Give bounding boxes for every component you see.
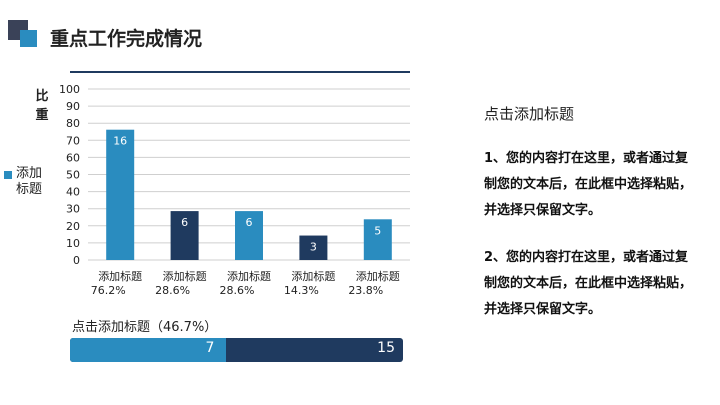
progress-value-completed: 7: [205, 340, 215, 356]
y-tick-label: 60: [66, 151, 80, 164]
side-title: 点击添加标题: [484, 105, 575, 123]
side-paragraph-1: 1、您的内容打在这里，或者通过复制您的文本后，在此框中选择粘贴，并选择只保留文字…: [484, 151, 693, 218]
bar: [106, 129, 135, 260]
y-tick-label: 70: [66, 134, 80, 147]
x-tick-label: 添加标题: [163, 269, 207, 283]
y-tick-label: 40: [66, 186, 80, 199]
x-tick-label: 添加标题: [227, 269, 271, 283]
y-tick-label: 80: [66, 117, 80, 130]
progress-bar: 7 15: [70, 338, 403, 362]
bar-data-label: 3: [310, 241, 317, 254]
bar: [235, 211, 263, 260]
progress-value-total: 15: [377, 340, 395, 356]
page-title: 重点工作完成情况: [50, 28, 203, 50]
legend-label: 添加标题: [16, 166, 43, 197]
bar-data-label: 16: [113, 135, 127, 148]
y-tick-label: 20: [66, 220, 80, 233]
bar-data-label: 5: [374, 224, 381, 237]
y-tick-label: 10: [66, 237, 80, 250]
logo-square-blue: [20, 30, 37, 47]
y-tick-label: 50: [66, 169, 80, 182]
bar-data-label: 6: [246, 216, 253, 229]
y-axis-label-char: 重: [35, 107, 48, 123]
bar-data-label: 6: [181, 216, 188, 229]
bar: [363, 219, 392, 260]
y-axis-label-char: 比: [35, 88, 48, 104]
legend-swatch: [4, 171, 12, 179]
y-tick-label: 30: [66, 203, 80, 216]
x-tick-percent: 14.3%: [284, 284, 319, 297]
bar: [170, 211, 199, 260]
bar: [299, 235, 328, 260]
y-tick-label: 90: [66, 100, 80, 113]
x-tick-percent: 23.8%: [348, 284, 383, 297]
x-tick-percent: 28.6%: [155, 284, 190, 297]
title-underline: [70, 71, 410, 73]
side-paragraph-2: 2、您的内容打在这里，或者通过复制您的文本后，在此框中选择粘贴，并选择只保留文字…: [484, 250, 693, 317]
logo: [0, 0, 40, 48]
y-tick-label: 0: [73, 254, 80, 267]
progress-label: 点击添加标题（46.7%）: [72, 320, 218, 335]
y-tick-label: 100: [59, 83, 80, 96]
x-tick-label: 添加标题: [291, 269, 335, 283]
x-tick-percent: 76.2%: [91, 284, 126, 297]
x-tick-percent: 28.6%: [220, 284, 255, 297]
chart-legend: 添加标题: [4, 166, 46, 198]
x-tick-label: 添加标题: [356, 269, 400, 283]
progress-segment-completed: [70, 338, 226, 362]
x-tick-label: 添加标题: [98, 269, 142, 283]
